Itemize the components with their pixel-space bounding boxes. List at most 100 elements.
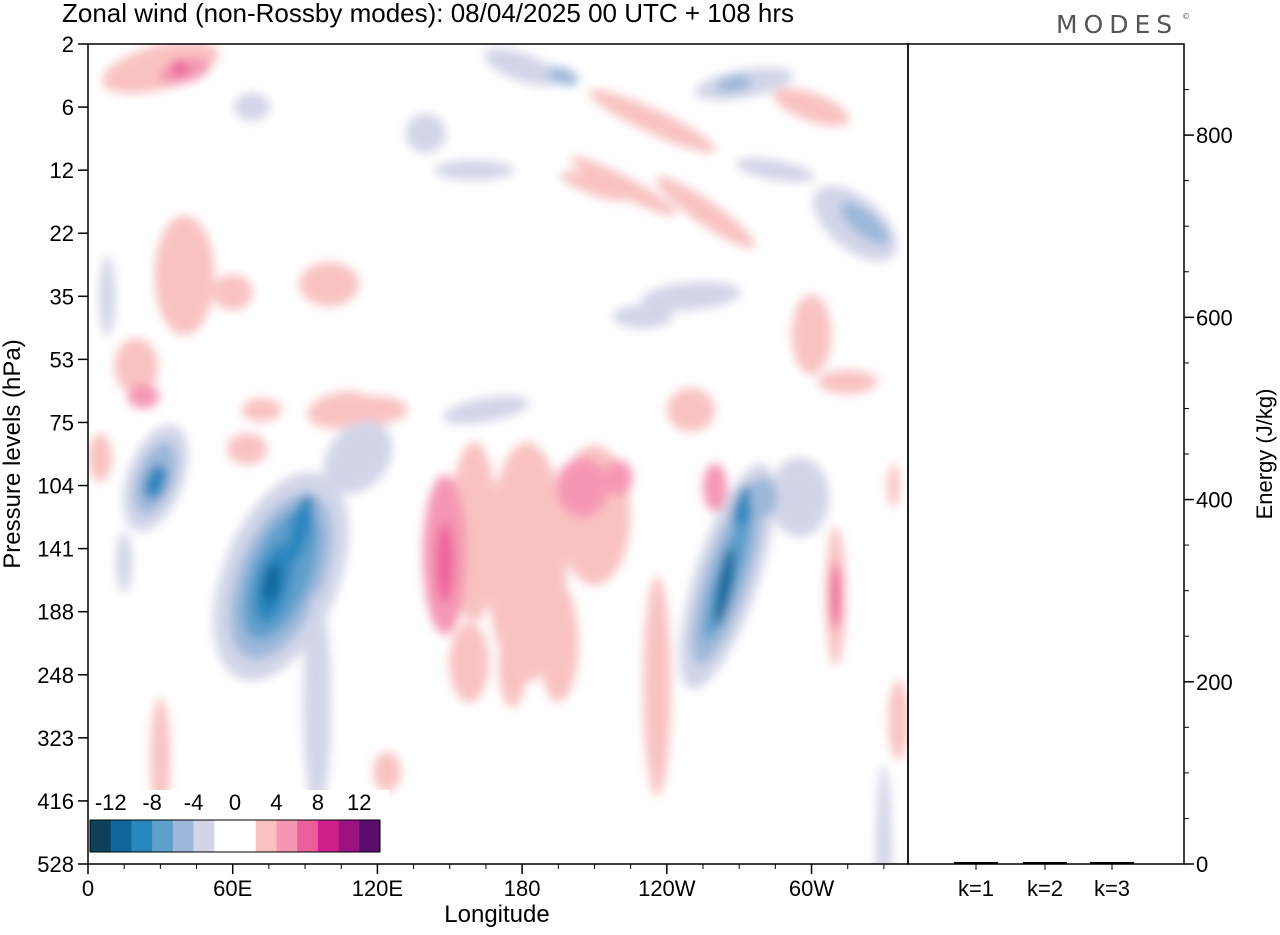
x-tick-label: 180 — [504, 876, 541, 901]
modes-logo-mark: © — [1182, 12, 1190, 21]
wind-contour-blob — [749, 477, 778, 518]
wind-contour-blob — [498, 627, 527, 708]
colorbar: -12 -8 -4 0 4 8 12 — [89, 790, 389, 864]
wind-contour-blob — [769, 457, 830, 538]
colorbar-swatch — [214, 820, 236, 852]
energy-tick-label: 400 — [1196, 488, 1233, 513]
colorbar-swatch — [276, 820, 298, 852]
wind-contour-blob — [817, 369, 878, 394]
colorbar-label: -4 — [184, 790, 204, 815]
x-tick-label: 120E — [352, 876, 403, 901]
energy-bars: k=1 k=2 k=3 — [954, 862, 1134, 901]
wind-contour-blob — [888, 680, 908, 761]
colorbar-swatch — [255, 820, 277, 852]
y-tick-label: 75 — [50, 410, 74, 435]
wind-contour-blob — [703, 463, 728, 512]
wind-contour-blob — [303, 593, 332, 814]
y-axis-label: Pressure levels (hPa) — [0, 339, 26, 568]
colorbar-swatch — [110, 820, 132, 852]
energy-panel: k=1 k=2 k=3 0 200 400 600 800 Energy (J/kg) — [907, 43, 1277, 901]
y-tick-label: 528 — [37, 852, 74, 877]
colorbar-swatch — [338, 820, 360, 852]
heatmap-background — [88, 44, 908, 864]
wind-contour-blob — [612, 304, 673, 329]
wind-contour-blob — [144, 464, 167, 500]
colorbar-swatch — [90, 820, 112, 852]
colorbar-swatch — [297, 820, 319, 852]
wind-contour-blob — [323, 421, 393, 494]
colorbar-swatch — [235, 820, 257, 852]
wind-contour-blob — [570, 156, 677, 216]
wind-contour-blob — [227, 432, 268, 465]
y-axis: 2 6 12 22 35 53 75 104 141 188 248 323 416 528 — [37, 32, 88, 877]
colorbar-frame — [89, 819, 381, 853]
colorbar-label: 0 — [229, 790, 241, 815]
energy-category-label: k=1 — [958, 876, 994, 901]
wind-contour-blob — [436, 522, 453, 603]
y-tick-label: 35 — [50, 284, 74, 309]
x-axis: 0 60E 120E 180 120W 60W — [82, 864, 885, 901]
modes-logo: MODES © — [1056, 10, 1190, 39]
wind-contour-blob — [830, 561, 841, 630]
wind-field — [88, 44, 908, 864]
energy-tick-label: 200 — [1196, 670, 1233, 695]
colorbar-label: 4 — [270, 790, 282, 815]
wind-contour-blob — [442, 395, 530, 424]
wind-contour-blob — [150, 697, 171, 818]
wind-contour-blob — [449, 622, 490, 703]
wind-contour-blob — [99, 256, 116, 337]
wind-contour-blob — [405, 113, 446, 154]
wind-contour-blob — [234, 93, 270, 122]
colorbar-swatch — [359, 820, 381, 852]
wind-contour-blob — [127, 384, 160, 409]
y-tick-label: 323 — [37, 726, 74, 751]
chart-title: Zonal wind (non-Rossby modes): 08/04/202… — [62, 0, 794, 28]
energy-tick-label: 800 — [1196, 123, 1233, 148]
wind-contour-blob — [241, 397, 282, 422]
wind-contour-blob — [887, 463, 900, 508]
wind-contour-blob — [116, 532, 133, 593]
modes-logo-text: MODES — [1056, 10, 1178, 39]
energy-axis: 0 200 400 600 800 — [1184, 89, 1233, 877]
wind-contour-blob — [791, 294, 832, 375]
wind-contour-blob — [840, 201, 889, 245]
wind-contour-blob — [347, 395, 408, 424]
wind-contour-blob — [171, 59, 188, 76]
colorbar-swatch — [193, 820, 215, 852]
y-tick-label: 12 — [50, 158, 74, 183]
wind-contour-blob — [716, 75, 753, 93]
energy-bar — [1023, 862, 1067, 864]
y-tick-label: 104 — [37, 474, 74, 499]
x-tick-label: 0 — [82, 876, 94, 901]
wind-contour-blob — [641, 281, 741, 311]
x-tick-label: 60W — [789, 876, 834, 901]
energy-tick-label: 600 — [1196, 305, 1233, 330]
wind-contour-blob — [262, 563, 280, 603]
wind-contours — [88, 44, 908, 864]
wind-contour-blob — [299, 262, 360, 307]
wind-contour-blob — [604, 459, 633, 496]
energy-tick-label: 0 — [1196, 852, 1208, 877]
energy-frame — [907, 43, 1185, 865]
y-tick-label: 141 — [37, 537, 74, 562]
wind-contour-blob — [714, 547, 735, 627]
energy-bar — [954, 862, 998, 864]
y-tick-label: 188 — [37, 600, 74, 625]
wind-contour-blob — [655, 176, 756, 249]
wind-contour-blob — [538, 582, 579, 703]
colorbar-label: -8 — [142, 790, 162, 815]
energy-bar — [1090, 862, 1134, 864]
colorbar-swatch — [131, 820, 153, 852]
wind-contour-blob — [773, 88, 850, 127]
colorbar-label: 8 — [312, 790, 324, 815]
y-tick-label: 2 — [62, 32, 74, 57]
wind-contour-blob — [373, 751, 402, 792]
wind-contour-blob — [88, 433, 113, 482]
wind-contour-blob — [102, 44, 219, 94]
wind-contour-blob — [484, 48, 561, 87]
wind-contour-blob — [114, 338, 159, 395]
colorbar-label: -12 — [95, 790, 127, 815]
colorbar-label: 12 — [347, 790, 371, 815]
